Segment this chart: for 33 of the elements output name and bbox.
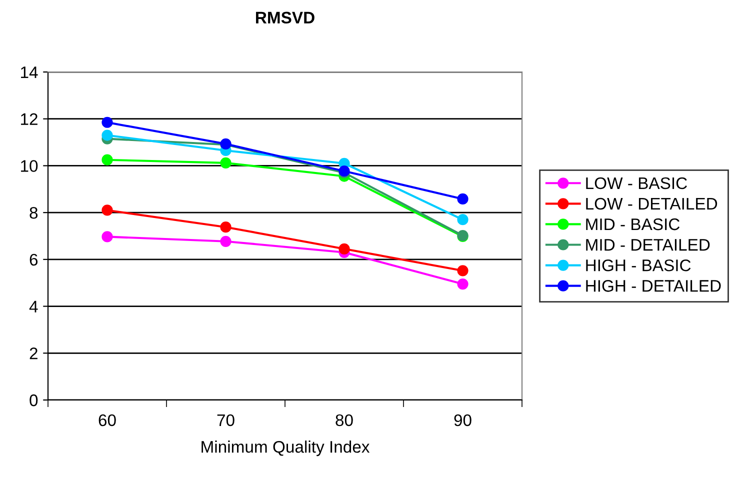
- x-tick-label: 80: [336, 414, 353, 426]
- point: [457, 214, 468, 226]
- legend-label: HIGH - BASIC: [586, 259, 691, 272]
- legend-label: LOW - BASIC: [586, 177, 687, 190]
- point: [220, 236, 232, 247]
- y-tick-label: 2: [30, 348, 38, 360]
- point: [457, 193, 468, 205]
- point: [457, 278, 468, 290]
- y-tick-label: 8: [30, 206, 38, 219]
- x-tick-label: 60: [98, 414, 116, 426]
- point: [102, 154, 113, 166]
- x-tick-label: 70: [217, 414, 234, 426]
- y-tick-label: 10: [21, 160, 38, 172]
- point: [102, 116, 113, 128]
- point: [102, 130, 113, 141]
- point: [220, 157, 232, 168]
- point: [338, 243, 350, 254]
- y-tick-label: 12: [21, 113, 38, 125]
- point: [220, 222, 232, 233]
- legend-label: HIGH - DETAILED: [586, 280, 721, 292]
- y-tick-label: 4: [29, 300, 38, 312]
- x-tick-label: 90: [454, 414, 472, 426]
- legend-label: MID - BASIC: [586, 218, 680, 230]
- point: [102, 204, 113, 216]
- point: [457, 265, 468, 276]
- y-tick-label: 6: [30, 254, 38, 266]
- y-tick-label: 0: [30, 394, 38, 406]
- chart-title: RMSVD: [256, 12, 314, 24]
- point: [102, 231, 113, 242]
- x-axis-title: Minimum Quality Index: [202, 440, 370, 456]
- legend-label: MID - DETAILED: [586, 239, 710, 251]
- y-tick-label: 14: [21, 66, 38, 78]
- legend-label: LOW - DETAILED: [586, 198, 718, 210]
